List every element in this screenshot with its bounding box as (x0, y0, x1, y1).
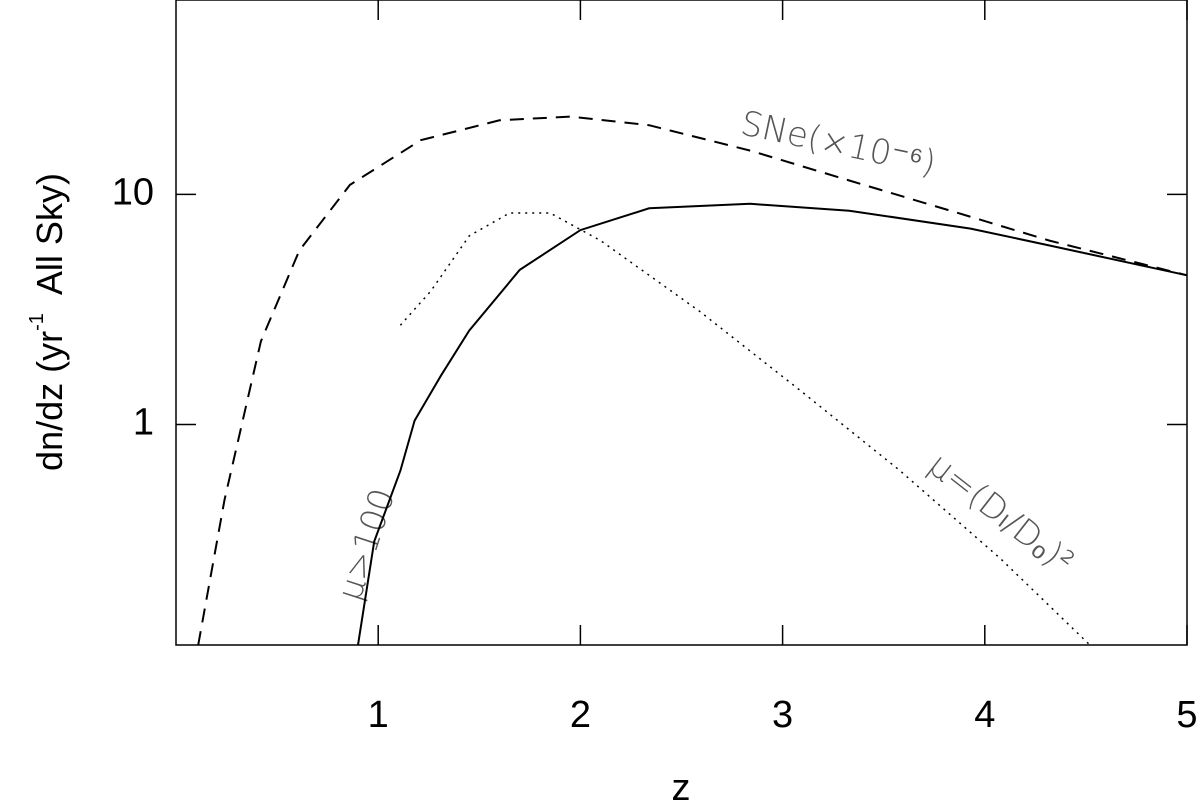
x-axis-label: z (672, 767, 691, 809)
x-tick-label: 4 (974, 694, 995, 736)
x-tick-label: 3 (772, 694, 793, 736)
y-tick-label: 10 (112, 171, 154, 213)
y-label-end: All Sky) (29, 173, 70, 313)
series-line (357, 202, 1188, 646)
y-tick-label: 1 (133, 402, 154, 444)
x-tick-label: 1 (368, 694, 389, 736)
series-line (399, 212, 1091, 646)
y-axis-label: dn/dz (yr-1 All Sky) (26, 173, 69, 471)
plot-frame (175, 0, 1188, 646)
annotation: μ=(Dₗ/Dₒ)² (921, 445, 1082, 583)
annotation: SNe(×10⁻⁶) (737, 103, 939, 183)
y-label-sup: -1 (26, 313, 48, 331)
x-tick-label: 2 (570, 694, 591, 736)
y-label-main: dn/dz (yr (29, 331, 70, 471)
series-line (197, 115, 1188, 646)
x-tick-label: 5 (1176, 694, 1197, 736)
